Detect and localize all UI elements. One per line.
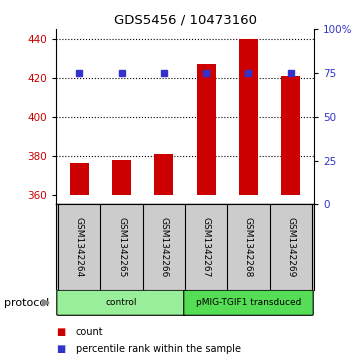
Title: GDS5456 / 10473160: GDS5456 / 10473160 — [113, 13, 257, 26]
Text: GSM1342269: GSM1342269 — [286, 217, 295, 277]
Bar — [239, 39, 258, 195]
Text: GSM1342264: GSM1342264 — [75, 217, 84, 277]
Text: GSM1342267: GSM1342267 — [202, 217, 211, 277]
Text: GSM1342266: GSM1342266 — [159, 217, 168, 277]
Bar — [281, 76, 300, 195]
Text: protocol: protocol — [4, 298, 49, 308]
Text: ■: ■ — [56, 327, 65, 337]
Text: GSM1342265: GSM1342265 — [117, 217, 126, 277]
Bar — [112, 160, 131, 195]
Text: GSM1342268: GSM1342268 — [244, 217, 253, 277]
Text: ■: ■ — [56, 344, 65, 354]
FancyBboxPatch shape — [184, 290, 313, 315]
Text: count: count — [76, 327, 104, 337]
Text: percentile rank within the sample: percentile rank within the sample — [76, 344, 241, 354]
Bar — [155, 154, 173, 195]
Bar — [197, 64, 216, 195]
Bar — [70, 163, 89, 195]
FancyBboxPatch shape — [57, 290, 186, 315]
Text: control: control — [106, 298, 137, 307]
Text: pMIG-TGIF1 transduced: pMIG-TGIF1 transduced — [196, 298, 301, 307]
